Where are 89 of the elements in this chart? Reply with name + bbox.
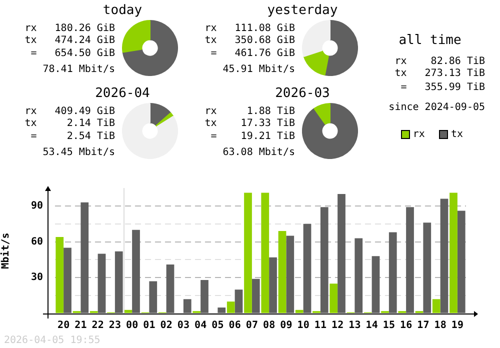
text: = 461.76 GiB: [210, 48, 295, 60]
chart-title: 2026-03: [274, 86, 331, 101]
bar: [269, 257, 277, 313]
x-tick-label: 21: [74, 320, 87, 332]
x-tick-label: 10: [297, 320, 310, 332]
bar: [244, 192, 252, 313]
x-tick-label: 09: [280, 320, 292, 332]
bar: [354, 238, 363, 313]
bar: [330, 284, 338, 313]
x-tick-label: 19: [451, 320, 464, 332]
text: since 2024-09-05: [388, 102, 485, 114]
text: 45.91 Mbit/s: [222, 64, 295, 76]
bar: [226, 302, 235, 313]
bar: [56, 237, 64, 313]
bar: [278, 231, 286, 313]
bar: [80, 202, 89, 313]
text: rx 180.26 GiB: [24, 23, 115, 35]
bar: [372, 256, 380, 313]
text: tx 17.33 TiB: [204, 118, 295, 130]
text: rx 409.49 GiB: [24, 106, 115, 118]
x-tick-label: 01: [143, 320, 156, 332]
y-tick-label: 30: [30, 272, 43, 284]
x-tick-label: 04: [194, 320, 207, 332]
bar: [406, 207, 414, 313]
x-tick-label: 00: [126, 320, 138, 332]
x-tick-label: 02: [160, 320, 172, 332]
x-tick-label: 11: [314, 320, 326, 332]
text: = 654.50 GiB: [30, 48, 115, 60]
x-tick-label: 12: [332, 320, 344, 332]
x-tick-label: 06: [228, 320, 241, 332]
y-axis-title: Mbit/s: [0, 232, 12, 269]
bar: [450, 192, 458, 313]
text: all time: [398, 33, 462, 48]
bar: [149, 281, 158, 313]
legend-label: rx: [412, 129, 425, 140]
text: rx 1.88 TiB: [204, 106, 295, 118]
bar: [286, 236, 294, 313]
bar: [183, 299, 192, 313]
bar: [218, 308, 226, 313]
chart-title: today: [102, 3, 144, 18]
text: tx 474.24 GiB: [24, 35, 115, 47]
text: 78.41 Mbit/s: [42, 64, 115, 76]
bar: [423, 222, 432, 313]
bar: [98, 254, 106, 313]
text: rx 111.08 GiB: [204, 23, 295, 35]
x-tick-label: 05: [212, 320, 224, 332]
legend-label: tx: [450, 129, 463, 140]
x-tick-label: 22: [92, 320, 104, 332]
x-tick-label: 15: [382, 320, 395, 332]
text: = 2.54 TiB: [30, 131, 115, 143]
text: tx 2.14 TiB: [24, 118, 115, 130]
chart-title: yesterday: [266, 3, 339, 18]
x-tick-label: 18: [434, 320, 446, 332]
bar: [388, 232, 397, 313]
bar: [457, 210, 466, 313]
bar: [295, 310, 304, 313]
text: rx 82.86 TiB: [394, 56, 485, 68]
bar: [166, 264, 174, 313]
chart-title: 2026-04: [94, 86, 151, 101]
text: = 19.21 TiB: [210, 131, 295, 143]
text: tx 273.13 TiB: [394, 68, 485, 80]
bar: [252, 278, 260, 313]
text: = 355.99 TiB: [400, 82, 485, 94]
text: 63.08 Mbit/s: [222, 147, 295, 159]
bar: [303, 224, 312, 313]
bar: [124, 310, 132, 313]
bar: [261, 192, 270, 313]
text: 53.45 Mbit/s: [42, 147, 115, 159]
x-tick-label: 23: [108, 320, 121, 332]
x-tick-label: 14: [366, 320, 378, 332]
x-tick-label: 17: [417, 320, 430, 332]
bar: [320, 207, 328, 313]
y-tick-label: 60: [30, 236, 43, 248]
bar: [132, 230, 140, 313]
bar: [440, 198, 448, 313]
x-tick-label: 16: [400, 320, 412, 332]
x-tick-label: 08: [263, 320, 276, 332]
bar: [200, 280, 208, 313]
y-tick-label: 90: [30, 200, 43, 212]
bar: [234, 290, 243, 313]
x-tick-label: 20: [58, 320, 70, 332]
x-tick-label: 03: [177, 320, 190, 332]
x-tick-label: 13: [348, 320, 361, 332]
bar: [432, 299, 440, 313]
bar: [64, 248, 72, 313]
bar: [338, 194, 346, 313]
bar: [114, 251, 123, 313]
x-tick-label: 07: [246, 320, 258, 332]
text: tx 350.68 GiB: [204, 35, 295, 47]
